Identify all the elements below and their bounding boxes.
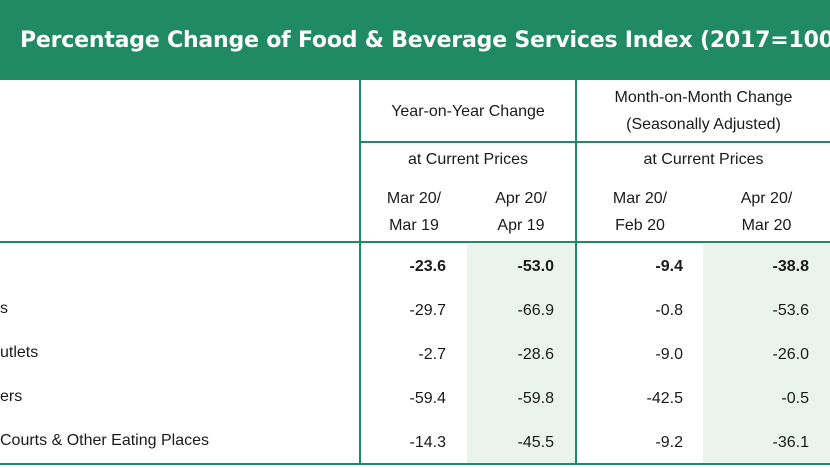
row-label-3: ers bbox=[0, 388, 23, 405]
cell-r1-c3: -53.6 bbox=[772, 302, 809, 319]
cell-r4-c3: -36.1 bbox=[772, 434, 809, 451]
cell-r3-c3: -0.5 bbox=[781, 390, 809, 407]
header-mom: Month-on-Month Change (Seasonally Adjust… bbox=[614, 89, 793, 133]
cell-r0-c3: -38.8 bbox=[772, 258, 809, 275]
column-header-mar20-mar19: Mar 20/Mar 19 bbox=[386, 190, 442, 234]
cell-r0-c1: -53.0 bbox=[517, 258, 554, 275]
shade-col-2 bbox=[467, 244, 575, 464]
cell-r2-c0: -2.7 bbox=[418, 346, 446, 363]
vline-mid bbox=[575, 80, 577, 465]
row-label-4: Courts & Other Eating Places bbox=[0, 432, 209, 449]
header-yoy: Year-on-Year Change bbox=[391, 102, 545, 120]
header-current-prices-mom: at Current Prices bbox=[643, 150, 764, 168]
vline-left bbox=[359, 80, 361, 465]
column-header-apr20-apr19: Apr 20/Apr 19 bbox=[495, 190, 547, 234]
cell-r3-c0: -59.4 bbox=[409, 390, 446, 407]
cell-r2-c1: -28.6 bbox=[517, 346, 554, 363]
row-label-2: utlets bbox=[0, 344, 39, 361]
rule-table-bottom bbox=[0, 463, 830, 465]
cell-r1-c2: -0.8 bbox=[655, 302, 683, 319]
cell-r0-c2: -9.4 bbox=[655, 258, 683, 275]
cell-r4-c1: -45.5 bbox=[517, 434, 554, 451]
cell-r4-c2: -9.2 bbox=[655, 434, 683, 451]
cell-r1-c1: -66.9 bbox=[517, 302, 554, 319]
cell-r2-c3: -26.0 bbox=[772, 346, 809, 363]
rule-group-yoy bbox=[360, 141, 576, 143]
cell-r4-c0: -14.3 bbox=[409, 434, 446, 451]
header-current-prices-yoy: at Current Prices bbox=[407, 150, 529, 168]
row-label-1: s bbox=[0, 300, 8, 317]
cell-r3-c1: -59.8 bbox=[517, 390, 554, 407]
cell-r1-c0: -29.7 bbox=[409, 302, 446, 319]
table-title: Percentage Change of Food & Beverage Ser… bbox=[20, 27, 830, 53]
cell-r0-c0: -23.6 bbox=[409, 258, 446, 275]
title-bar: Percentage Change of Food & Beverage Ser… bbox=[0, 0, 830, 80]
cell-r2-c2: -9.0 bbox=[655, 346, 683, 363]
column-header-mar20-feb20: Mar 20/Feb 20 bbox=[612, 190, 668, 234]
shade-col-4 bbox=[703, 244, 830, 464]
rule-group-mom bbox=[576, 141, 830, 143]
column-header-apr20-mar20: Apr 20/Mar 20 bbox=[740, 190, 793, 234]
rule-header-bottom bbox=[0, 241, 830, 243]
cell-r3-c2: -42.5 bbox=[646, 390, 683, 407]
